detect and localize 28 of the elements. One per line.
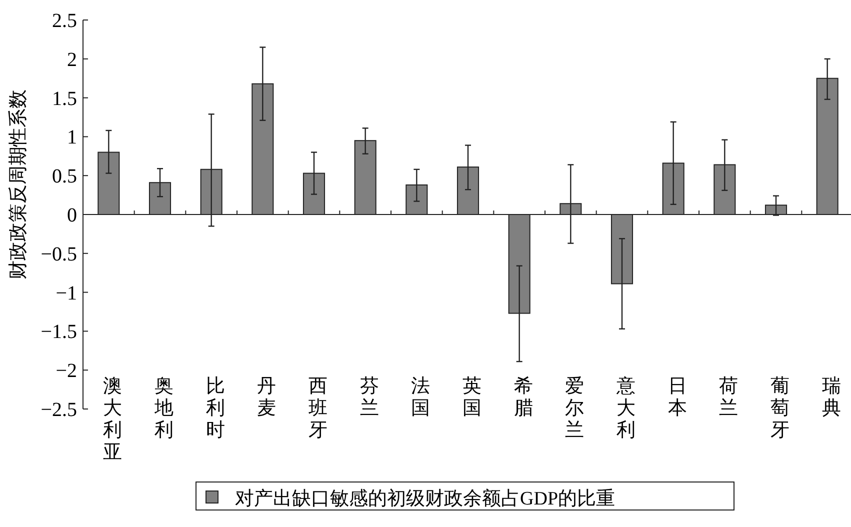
- y-tick-label: 2.5: [52, 10, 77, 32]
- x-tick-label: 葡萄牙: [770, 376, 790, 441]
- y-tick-label: 2: [67, 48, 77, 71]
- y-tick-label: 0.5: [52, 166, 77, 188]
- x-tick-label: 日本: [668, 376, 687, 419]
- x-tick-label: 瑞典: [822, 376, 841, 419]
- y-tick-label: −2.5: [40, 399, 77, 421]
- y-tick-label: −0.5: [40, 243, 77, 266]
- y-tick-label: 0: [67, 204, 77, 226]
- legend-label: 对产出缺口敏感的初级财政余额占GDP的比重: [235, 488, 616, 510]
- x-tick-label: 西班牙: [308, 376, 328, 441]
- y-tick-label: −2: [56, 360, 77, 382]
- x-tick-label: 希腊: [514, 376, 533, 419]
- x-tick-label: 意大利: [616, 376, 636, 441]
- y-tick-label: −1: [56, 282, 77, 304]
- x-tick-label: 丹麦: [257, 376, 276, 419]
- y-tick-label: 1.5: [52, 88, 77, 110]
- x-tick-label: 奥地利: [154, 376, 174, 441]
- x-tick-label: 比利时: [206, 376, 225, 441]
- x-tick-label: 荷兰: [719, 376, 738, 419]
- y-tick-label: 1: [67, 126, 77, 149]
- x-tick-label: 芬兰: [360, 376, 379, 419]
- y-tick-label: −1.5: [40, 321, 77, 344]
- x-tick-label: 澳大利亚: [103, 376, 122, 463]
- x-tick-label: 爱尔兰: [565, 376, 584, 441]
- y-axis-title: 财政政策反周期性系数: [8, 90, 29, 280]
- x-tick-label: 法国: [411, 376, 430, 419]
- x-tick-label: 英国: [462, 376, 482, 419]
